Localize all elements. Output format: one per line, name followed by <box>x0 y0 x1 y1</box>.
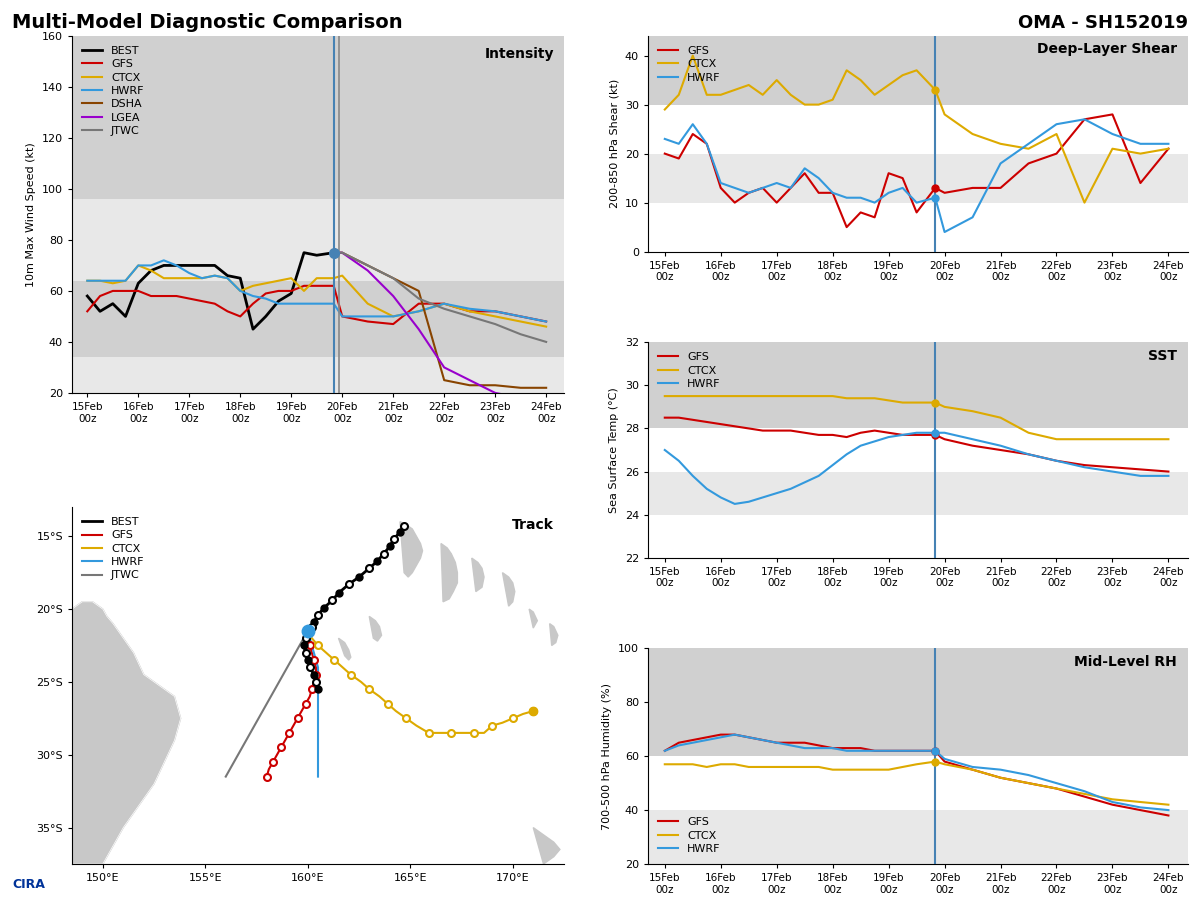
Bar <box>648 342 1188 428</box>
Bar <box>648 472 1188 515</box>
Bar <box>72 357 564 393</box>
Text: CIRA: CIRA <box>12 878 44 891</box>
Text: Intensity: Intensity <box>485 47 554 60</box>
Bar <box>648 648 1188 756</box>
Y-axis label: Sea Surface Temp (°C): Sea Surface Temp (°C) <box>610 387 619 513</box>
Polygon shape <box>400 522 422 577</box>
Polygon shape <box>503 572 515 607</box>
Text: Multi-Model Diagnostic Comparison: Multi-Model Diagnostic Comparison <box>12 14 403 32</box>
Text: SST: SST <box>1148 348 1177 363</box>
Text: OMA - SH152019: OMA - SH152019 <box>1018 14 1188 32</box>
Bar <box>72 36 564 199</box>
Y-axis label: 200-850 hPa Shear (kt): 200-850 hPa Shear (kt) <box>610 79 619 209</box>
Legend: BEST, GFS, CTCX, HWRF, JTWC: BEST, GFS, CTCX, HWRF, JTWC <box>78 513 149 585</box>
Polygon shape <box>533 828 560 864</box>
Bar <box>648 154 1188 202</box>
Polygon shape <box>529 609 538 628</box>
Bar <box>648 36 1188 104</box>
Legend: GFS, CTCX, HWRF: GFS, CTCX, HWRF <box>654 347 725 393</box>
Polygon shape <box>472 558 484 591</box>
Polygon shape <box>72 602 181 864</box>
Y-axis label: 10m Max Wind Speed (kt): 10m Max Wind Speed (kt) <box>26 142 36 287</box>
Text: Deep-Layer Shear: Deep-Layer Shear <box>1037 42 1177 57</box>
Text: Mid-Level RH: Mid-Level RH <box>1074 655 1177 669</box>
Legend: GFS, CTCX, HWRF: GFS, CTCX, HWRF <box>654 813 725 859</box>
Bar <box>72 281 564 357</box>
Legend: GFS, CTCX, HWRF: GFS, CTCX, HWRF <box>654 41 725 87</box>
Polygon shape <box>338 638 350 660</box>
Polygon shape <box>550 624 558 645</box>
Polygon shape <box>370 616 382 641</box>
Bar <box>72 199 564 281</box>
Text: Track: Track <box>512 518 554 532</box>
Legend: BEST, GFS, CTCX, HWRF, DSHA, LGEA, JTWC: BEST, GFS, CTCX, HWRF, DSHA, LGEA, JTWC <box>78 41 149 140</box>
Bar <box>648 810 1188 864</box>
Y-axis label: 700-500 hPa Humidity (%): 700-500 hPa Humidity (%) <box>602 683 612 830</box>
Polygon shape <box>442 544 457 602</box>
